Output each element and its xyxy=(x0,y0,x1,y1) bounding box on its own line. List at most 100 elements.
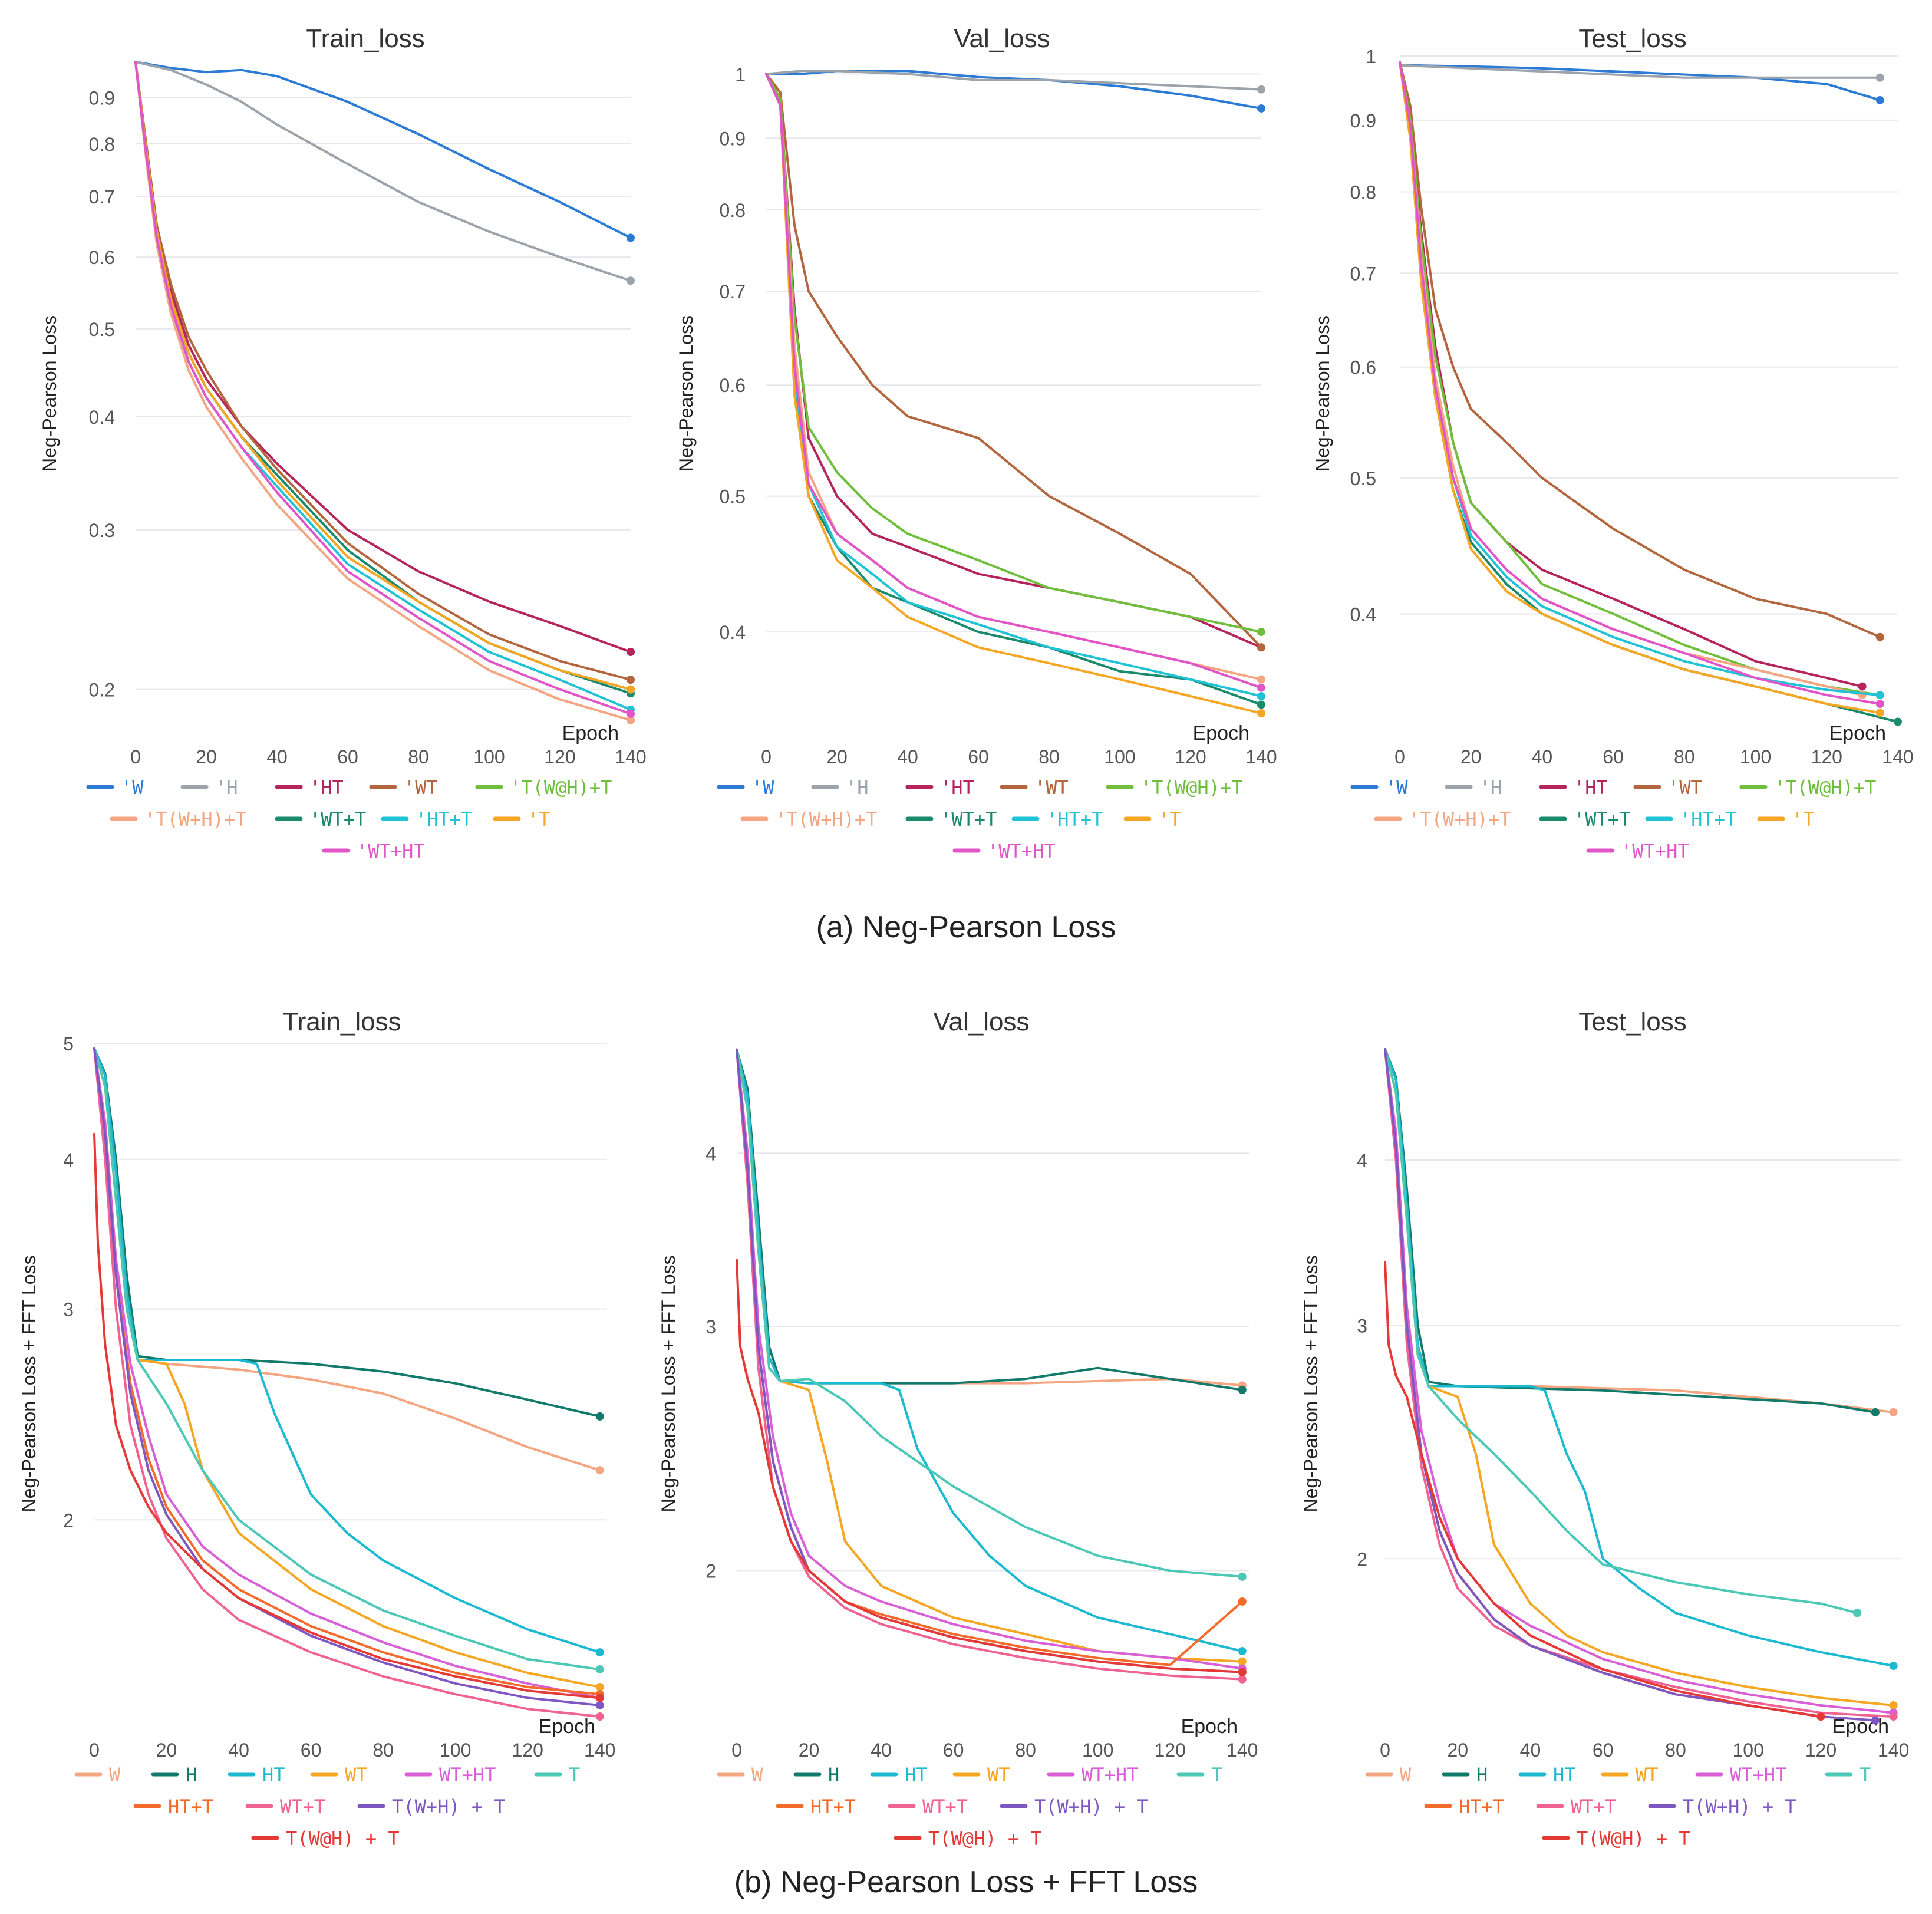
x-tick-label: 20 xyxy=(799,1740,820,1761)
x-tick-label: 100 xyxy=(1104,746,1135,767)
series-line xyxy=(736,1048,1244,1670)
series-line xyxy=(93,1047,601,1699)
x-axis-label: Epoch xyxy=(539,1715,595,1738)
series-end-marker xyxy=(1889,1408,1898,1416)
legend-label: HT xyxy=(1553,1764,1576,1786)
series-end-marker xyxy=(1875,73,1884,82)
series-end-marker xyxy=(1257,691,1265,700)
y-tick-label: 4 xyxy=(1357,1150,1367,1171)
legend-label: WT xyxy=(1636,1764,1659,1786)
series-end-marker xyxy=(627,685,635,694)
series-end-marker xyxy=(1238,1675,1247,1684)
y-tick-label: 0.7 xyxy=(720,281,746,302)
legend-label: HT xyxy=(905,1764,928,1786)
legend-label: WT+HT xyxy=(1082,1764,1138,1786)
series-line xyxy=(1384,1048,1877,1722)
x-tick-label: 0 xyxy=(731,1740,742,1761)
series-line xyxy=(765,70,1262,91)
legend-label: 'H xyxy=(215,776,238,799)
x-tick-label: 140 xyxy=(1227,1740,1258,1761)
y-tick-label: 0.8 xyxy=(1350,182,1376,203)
series-end-marker xyxy=(1853,1609,1862,1617)
series-end-marker xyxy=(1257,104,1265,113)
x-tick-label: 60 xyxy=(1603,746,1624,767)
legend-label: 'HT+T xyxy=(1046,808,1103,831)
x-tick-label: 80 xyxy=(1015,1740,1036,1761)
y-tick-label: 0.3 xyxy=(89,520,115,541)
x-tick-label: 40 xyxy=(1532,746,1553,767)
y-tick-label: 2 xyxy=(1357,1549,1367,1570)
series-end-marker xyxy=(627,676,635,684)
series-line xyxy=(765,70,1262,110)
legend-b-2: W H HT WT WT+HT T HT+T WT+T T(W+H) + T T(W@H) + T xyxy=(1365,1764,1871,1850)
x-tick-label: 40 xyxy=(871,1740,892,1761)
chart-a-train: 0.2 0.3 0.4 0.5 0.6 0.7 0.8 0.9 0 20 40 60 80 100 120 1… xyxy=(39,24,647,767)
legend-label: T(W@H) + T xyxy=(928,1827,1042,1850)
y-tick-label: 3 xyxy=(1357,1316,1367,1337)
series-line xyxy=(736,1048,1244,1652)
legend-label: 'T(W+H)+T xyxy=(775,808,877,831)
y-tick-label: 0.8 xyxy=(89,134,115,155)
series-line xyxy=(765,73,1262,681)
y-axis-label: Neg-Pearson Loss xyxy=(39,315,60,472)
legend-label: WT xyxy=(987,1764,1010,1786)
y-tick-label: 3 xyxy=(705,1316,716,1338)
x-tick-label: 60 xyxy=(943,1740,964,1761)
series-end-marker xyxy=(1238,1646,1247,1655)
series-line xyxy=(736,1048,1244,1387)
y-tick-label: 0.8 xyxy=(720,200,746,221)
chart-title: Val_loss xyxy=(954,24,1050,53)
legend-a-1: 'W 'H 'HT 'WT 'T(W@H)+T 'T(W+H)+T 'WT+T 'HT+T 'T… xyxy=(717,776,1242,862)
x-tick-label: 0 xyxy=(1394,746,1405,767)
y-tick-label: 0.6 xyxy=(89,247,115,268)
series-line xyxy=(1384,1048,1877,1414)
series-end-marker xyxy=(627,709,635,718)
y-tick-label: 5 xyxy=(63,1033,74,1055)
y-tick-label: 0.7 xyxy=(1350,263,1376,284)
series-end-marker xyxy=(1238,1668,1247,1676)
legend-label: 'W xyxy=(121,776,144,799)
x-tick-label: 20 xyxy=(196,746,217,767)
x-tick-label: 40 xyxy=(266,746,288,767)
legend-label: 'HT xyxy=(940,776,974,799)
series-end-marker xyxy=(1257,709,1265,718)
legend-label: 'W xyxy=(1385,776,1408,799)
legend-label: 'T(W@H)+T xyxy=(1774,776,1876,799)
series-line xyxy=(736,1048,1244,1391)
x-tick-label: 40 xyxy=(897,746,918,767)
series-line xyxy=(765,73,1262,706)
y-tick-label: 0.9 xyxy=(89,87,115,108)
legend-label: T xyxy=(1860,1764,1871,1786)
legend-label: T xyxy=(569,1764,580,1786)
y-tick-label: 0.6 xyxy=(720,375,746,396)
y-tick-label: 0.5 xyxy=(89,319,115,340)
series-end-marker xyxy=(1238,1385,1247,1394)
series-line xyxy=(1399,61,1881,697)
series-line xyxy=(1399,64,1881,79)
legend-label: T xyxy=(1211,1764,1222,1786)
x-axis-label: Epoch xyxy=(562,722,619,744)
legend-label: 'T(W+H)+T xyxy=(1409,808,1511,831)
legend-label: T(W+H) + T xyxy=(392,1796,506,1818)
series-line xyxy=(1399,61,1881,714)
legend-label: WT+HT xyxy=(1730,1764,1786,1786)
series-end-marker xyxy=(1889,1701,1898,1710)
y-tick-label: 0.5 xyxy=(720,486,746,508)
legend-label: 'WT+HT xyxy=(987,840,1056,862)
series-line xyxy=(1384,1048,1859,1615)
series-line xyxy=(1399,61,1864,688)
legend-label: HT xyxy=(262,1764,285,1786)
series-end-marker xyxy=(1257,643,1265,652)
legend-a-2: 'W 'H 'HT 'WT 'T(W@H)+T 'T(W+H)+T 'WT+T 'HT+T 'T… xyxy=(1350,776,1876,862)
y-axis-label: Neg-Pearson Loss + FFT Loss xyxy=(658,1255,679,1512)
y-tick-label: 0.6 xyxy=(1350,357,1376,378)
legend-label: H xyxy=(186,1764,197,1786)
y-axis-label: Neg-Pearson Loss + FFT Loss xyxy=(1300,1255,1321,1512)
legend-label: 'T xyxy=(1792,808,1815,831)
x-tick-label: 120 xyxy=(1811,746,1842,767)
x-tick-label: 80 xyxy=(408,746,429,767)
legend-label: WT+T xyxy=(922,1796,968,1818)
series-line xyxy=(93,1047,601,1654)
